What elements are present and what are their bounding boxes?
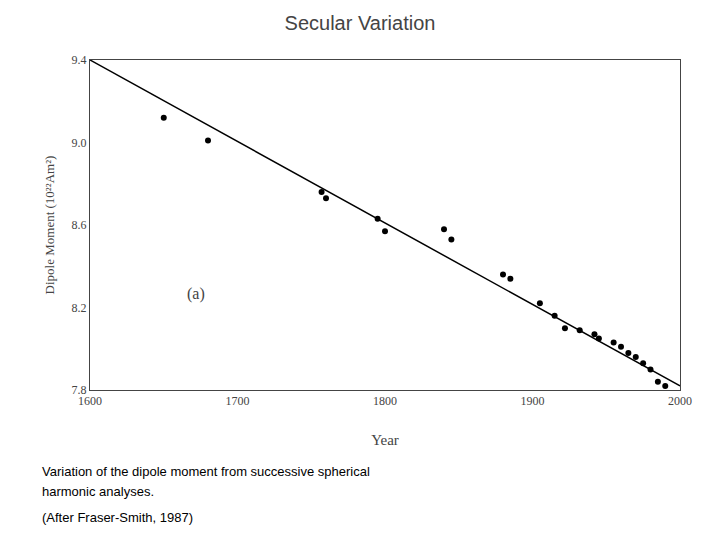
- svg-text:Secular Variation: Secular Variation: [285, 12, 436, 34]
- svg-text:Year: Year: [371, 432, 399, 448]
- svg-text:1600: 1600: [78, 394, 102, 408]
- svg-text:1900: 1900: [521, 394, 545, 408]
- svg-text:Dipole Moment (10²²Am²): Dipole Moment (10²²Am²): [42, 156, 57, 295]
- svg-text:1800: 1800: [373, 394, 397, 408]
- svg-text:harmonic analyses.: harmonic analyses.: [42, 484, 154, 499]
- svg-text:(a): (a): [187, 285, 205, 303]
- svg-text:8.6: 8.6: [72, 218, 87, 232]
- svg-text:2000: 2000: [668, 394, 692, 408]
- svg-text:9.4: 9.4: [72, 53, 87, 67]
- svg-text:8.2: 8.2: [72, 301, 87, 315]
- svg-text:(After Fraser-Smith, 1987): (After Fraser-Smith, 1987): [42, 510, 193, 525]
- svg-text:Variation of the dipole moment: Variation of the dipole moment from succ…: [42, 464, 370, 479]
- svg-text:9.0: 9.0: [72, 136, 87, 150]
- svg-text:7.8: 7.8: [72, 383, 87, 397]
- svg-text:1700: 1700: [226, 394, 250, 408]
